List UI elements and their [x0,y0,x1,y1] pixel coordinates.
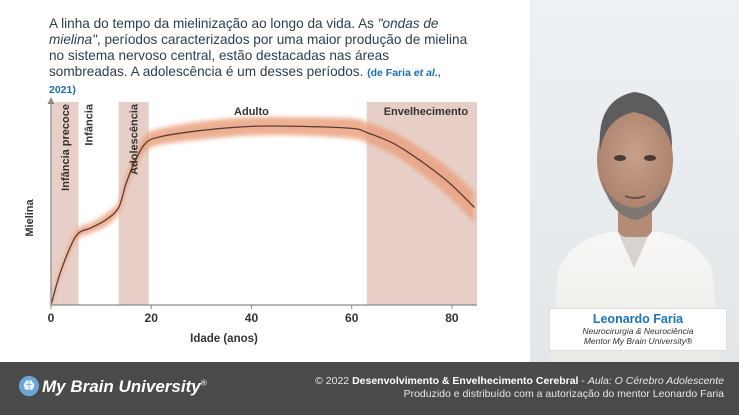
x-tick-label-0: 0 [48,311,55,325]
footer-credit: © 2022 Desenvolvimento & Envelhecimento … [315,375,724,401]
x-tick-label-1: 20 [145,311,159,325]
presenter-name: Leonardo Faria [592,312,684,326]
presenter-role: Neurocirurgia & Neurociência [582,326,694,336]
phase-labels: Infância precoce Adolescência Envelhecimen… [60,103,469,191]
description-paragraph: A linha do tempo da mielinização ao long… [49,16,469,98]
footer-bar [0,362,739,415]
brain-icon [18,375,40,397]
trend-line-layer [50,125,475,306]
phase-label-u1: Adulto [234,106,269,118]
authorization-line: Produzido e distribuído com a autorizaçã… [403,388,724,400]
paragraph-text: A linha do tempo da mielinização ao long… [49,16,378,31]
paragraph-italic: "ondas de mielina" [49,16,439,47]
citation: (de Faria et al., 2021) [49,67,441,96]
y-axis-label: Mielina [24,198,36,236]
x-ticks: 0 20 40 60 80 [48,305,459,325]
presenter-affiliation: Mentor My Brain University® [583,336,693,346]
phase-label-0: Infância precoce [60,104,72,191]
x-tick-label-4: 80 [445,311,459,325]
brand-logo-text: My Brain University® [42,377,207,396]
presenter-name-card: Leonardo Faria Neurocirurgia & Neurociên… [549,308,727,351]
course-line: © 2022 Desenvolvimento & Envelhecimento … [315,375,724,387]
myelin-chart: 0 20 40 60 80 Infância precoce Adolescência En… [24,97,477,345]
phase-label-u0: Infância [84,103,96,145]
axes [47,97,477,306]
shaded-region-0 [51,102,79,305]
x-tick-label-2: 40 [245,311,259,325]
x-axis-label: Idade (anos) [190,333,258,345]
paragraph-text-2: , períodos caracterizados por uma maior … [49,32,468,79]
myelin-trend-line [50,125,475,306]
x-tick-label-3: 60 [345,311,359,325]
phase-label-1: Adolescência [129,103,141,175]
shaded-region-1 [118,102,149,305]
slide-area: A linha do tempo da mielinização ao long… [24,16,477,345]
y-axis-arrow [47,97,55,104]
phase-label-2: Envelhecimento [384,106,469,118]
